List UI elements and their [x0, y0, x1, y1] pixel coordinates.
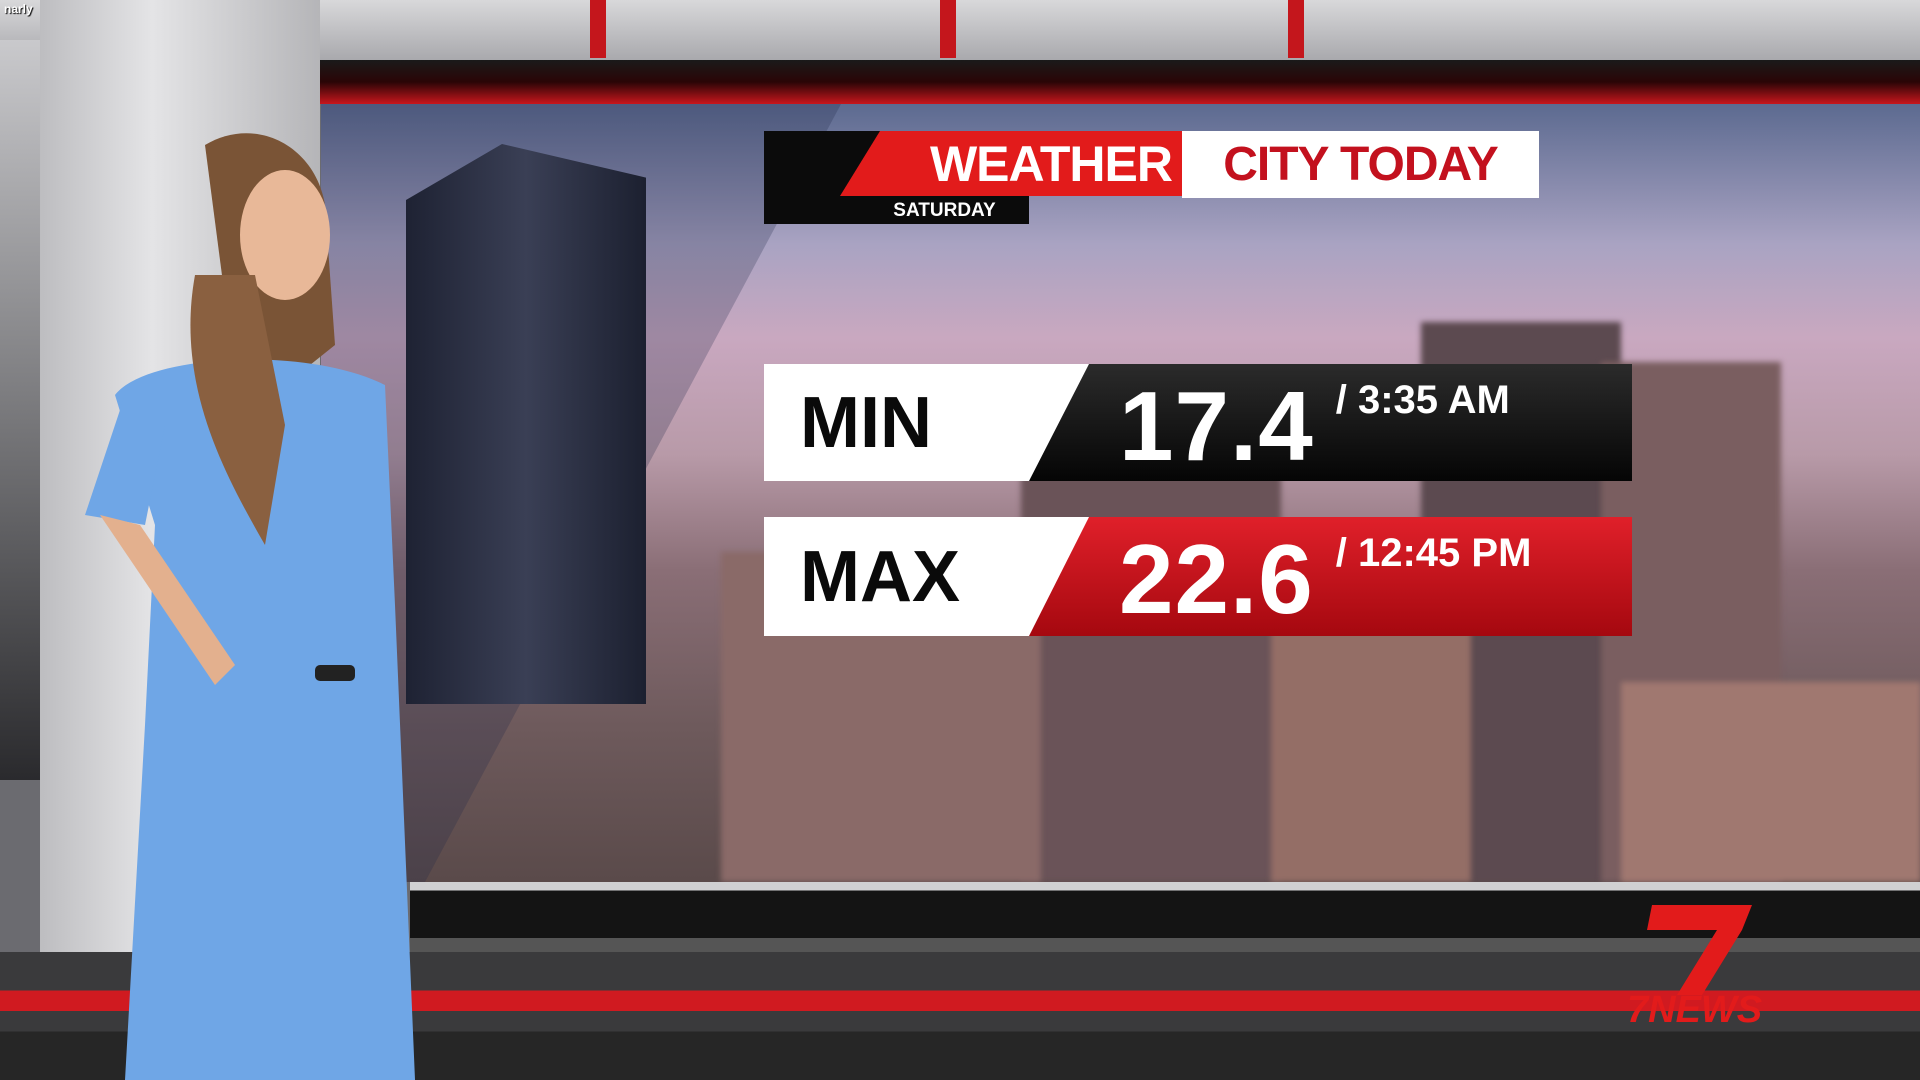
weather-screen	[321, 104, 1920, 882]
min-value-panel: 17.4 / 3:35 AM	[1029, 364, 1632, 481]
max-temperature: 22.6	[1119, 524, 1314, 634]
7news-logo: 7NEWS	[1627, 905, 1762, 1025]
svg-text:7NEWS: 7NEWS	[1627, 989, 1762, 1025]
skyscraper-image	[406, 144, 646, 704]
studio-accent	[590, 0, 606, 58]
max-value-panel: 22.6 / 12:45 PM	[1029, 517, 1632, 636]
studio-red-rail	[310, 60, 1920, 104]
max-label: MAX	[764, 517, 1090, 636]
weather-brand: WEATHER	[840, 131, 1182, 196]
presenter-image	[85, 133, 415, 1080]
min-label: MIN	[764, 364, 1090, 481]
max-time: / 12:45 PM	[1335, 531, 1532, 575]
studio-accent	[940, 0, 956, 58]
min-temperature: 17.4	[1119, 371, 1314, 481]
studio-accent	[1288, 0, 1304, 58]
day-label: SATURDAY	[893, 200, 996, 221]
min-time: / 3:35 AM	[1335, 378, 1510, 422]
studio-ceiling	[0, 0, 1920, 60]
graphic-title: CITY TODAY	[1182, 131, 1539, 198]
corner-caption: narly	[4, 2, 33, 16]
